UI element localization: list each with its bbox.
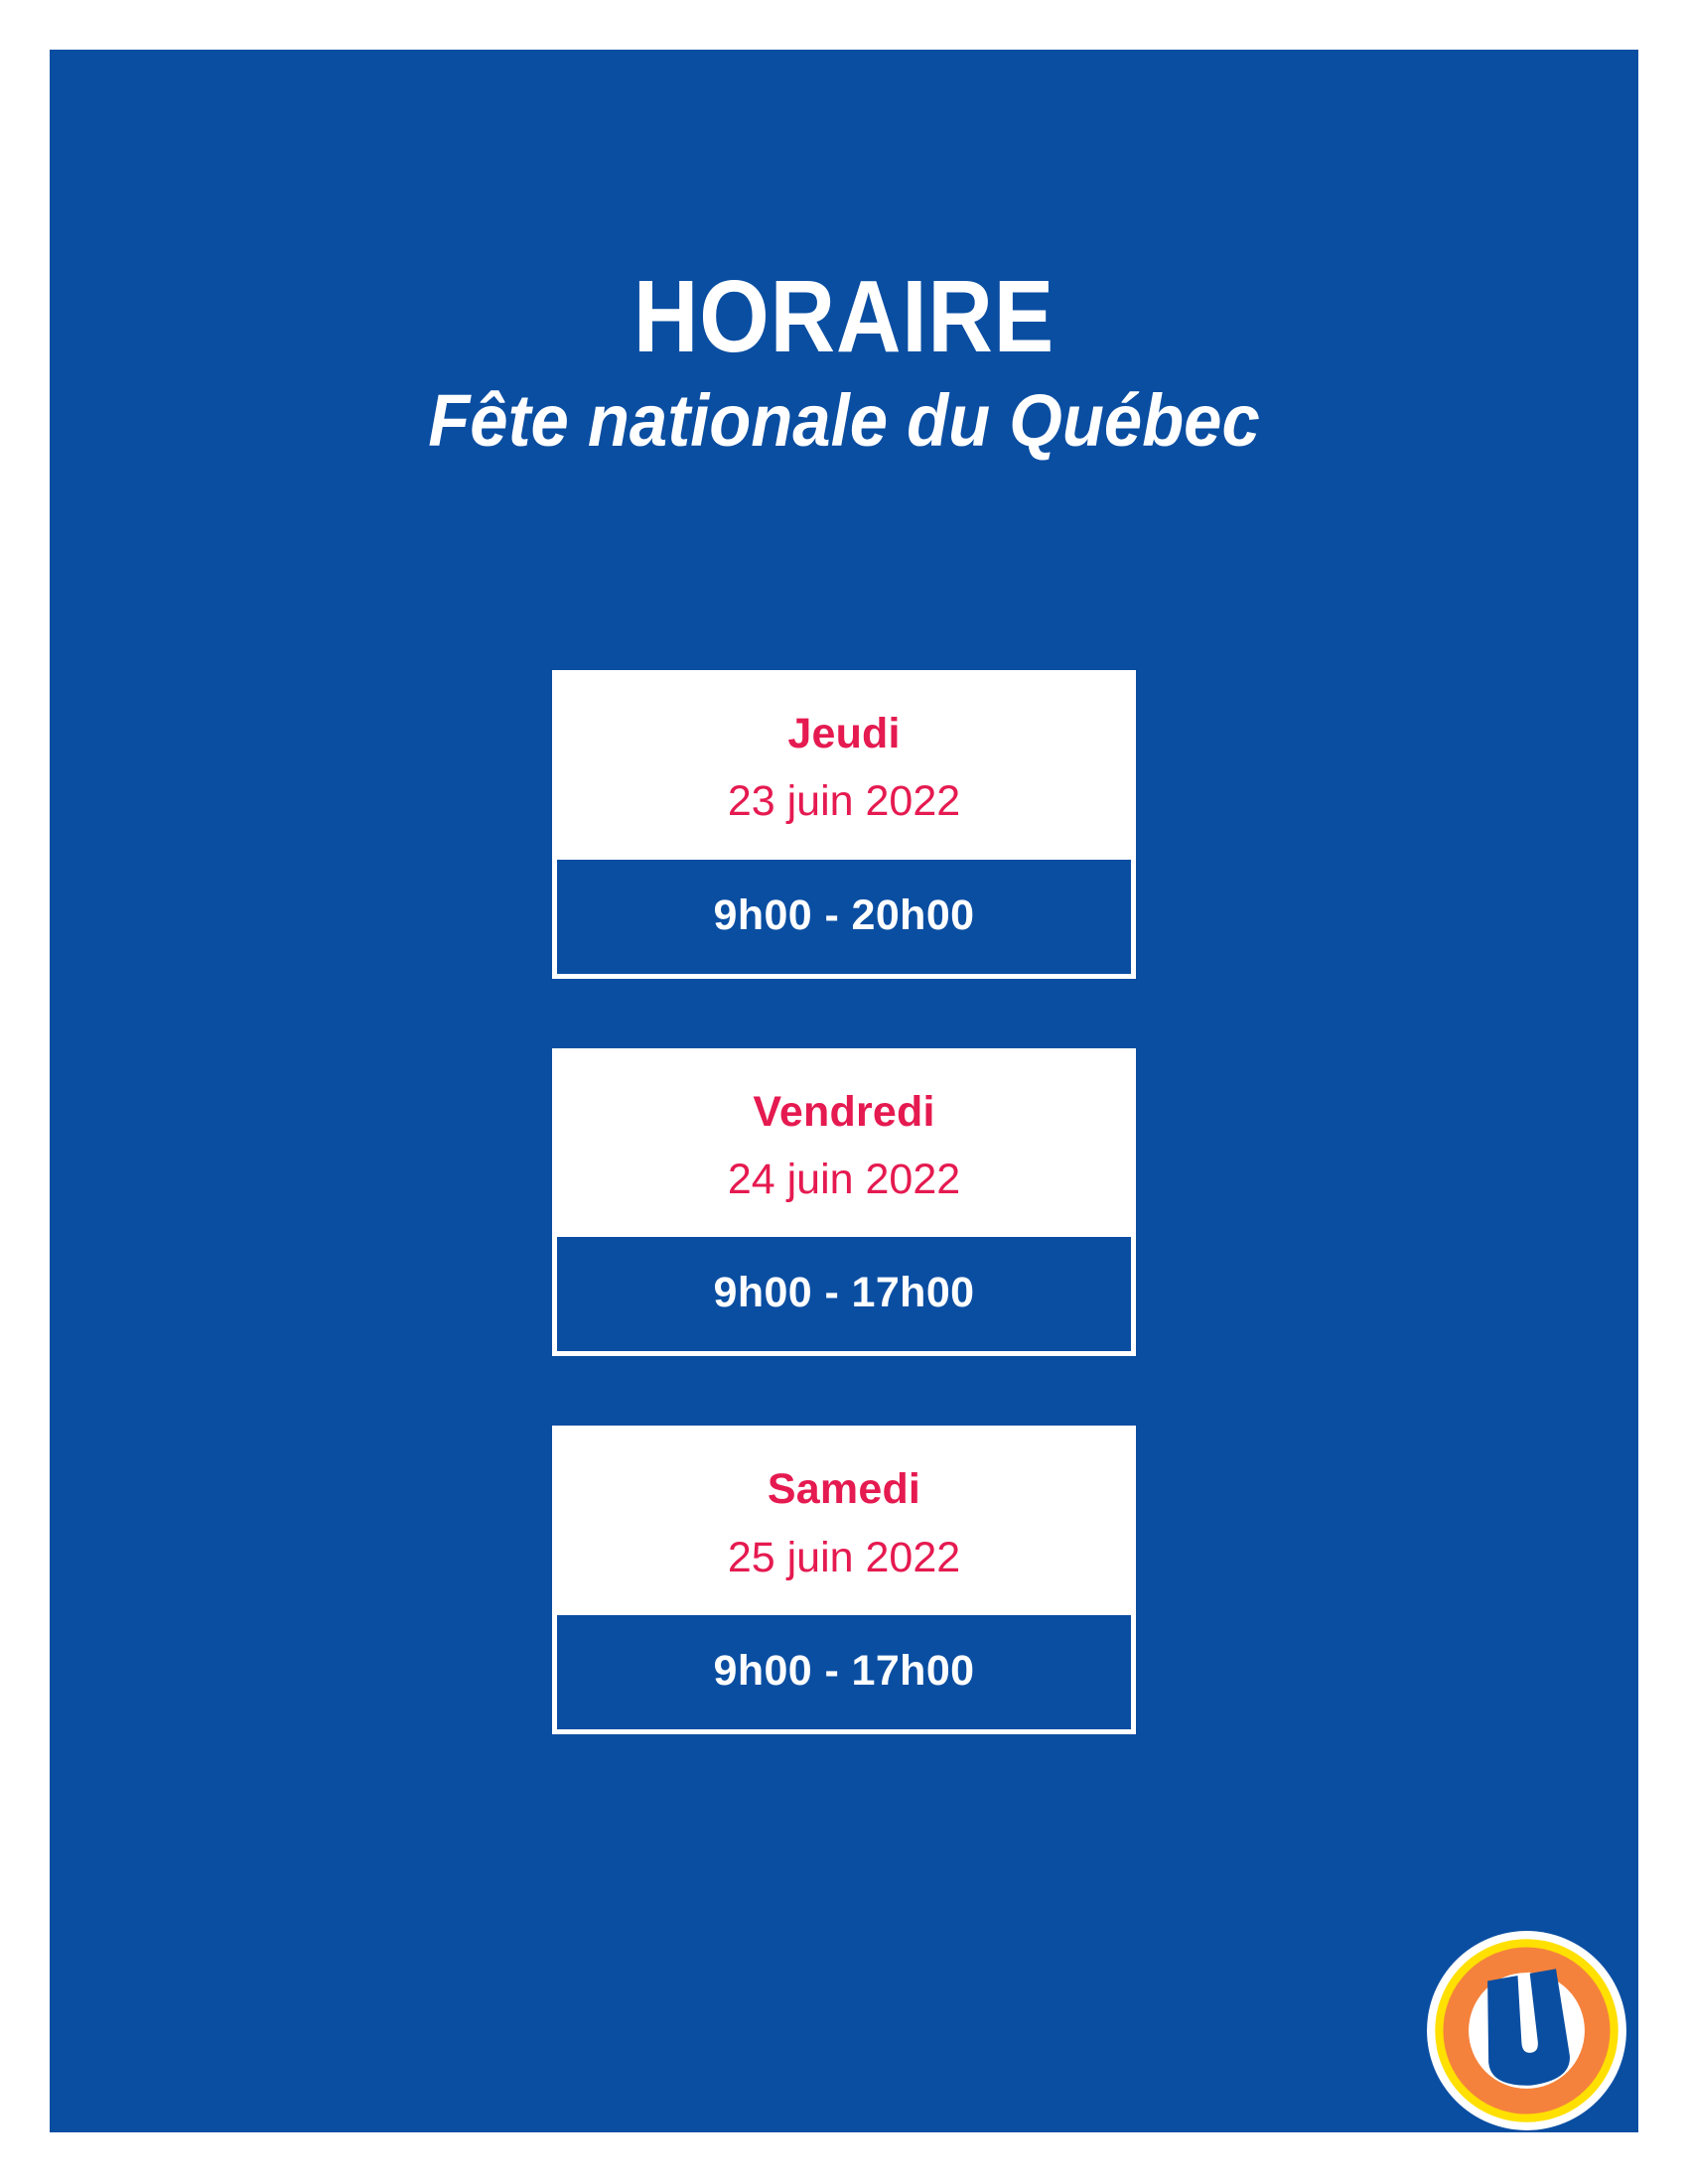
- poster-panel: HORAIRE Fête nationale du Québec Jeudi 2…: [50, 50, 1638, 2132]
- schedule-card-list: Jeudi 23 juin 2022 9h00 - 20h00 Vendredi…: [50, 670, 1638, 1735]
- schedule-card: Jeudi 23 juin 2022 9h00 - 20h00: [552, 670, 1136, 979]
- schedule-card: Samedi 25 juin 2022 9h00 - 17h00: [552, 1426, 1136, 1735]
- schedule-card-date: 23 juin 2022: [727, 777, 961, 826]
- schedule-card-header: Jeudi 23 juin 2022: [557, 675, 1131, 860]
- schedule-card: Vendredi 24 juin 2022 9h00 - 17h00: [552, 1047, 1136, 1357]
- page-subtitle: Fête nationale du Québec: [428, 379, 1260, 463]
- schedule-card-hours: 9h00 - 20h00: [557, 859, 1131, 974]
- page-title: HORAIRE: [633, 259, 1055, 373]
- schedule-card-day: Jeudi: [787, 710, 901, 757]
- schedule-card-day: Vendredi: [753, 1087, 935, 1136]
- schedule-card-header: Vendredi 24 juin 2022: [557, 1052, 1131, 1238]
- schedule-card-date: 24 juin 2022: [727, 1156, 961, 1204]
- title-block: HORAIRE Fête nationale du Québec: [50, 263, 1638, 464]
- schedule-card-header: Samedi 25 juin 2022: [557, 1431, 1131, 1616]
- uniprix-u-logo-icon: [1425, 1929, 1628, 2132]
- schedule-card-date: 25 juin 2022: [727, 1533, 961, 1581]
- schedule-card-hours: 9h00 - 17h00: [557, 1237, 1131, 1352]
- schedule-card-hours: 9h00 - 17h00: [557, 1615, 1131, 1730]
- schedule-card-day: Samedi: [767, 1465, 921, 1514]
